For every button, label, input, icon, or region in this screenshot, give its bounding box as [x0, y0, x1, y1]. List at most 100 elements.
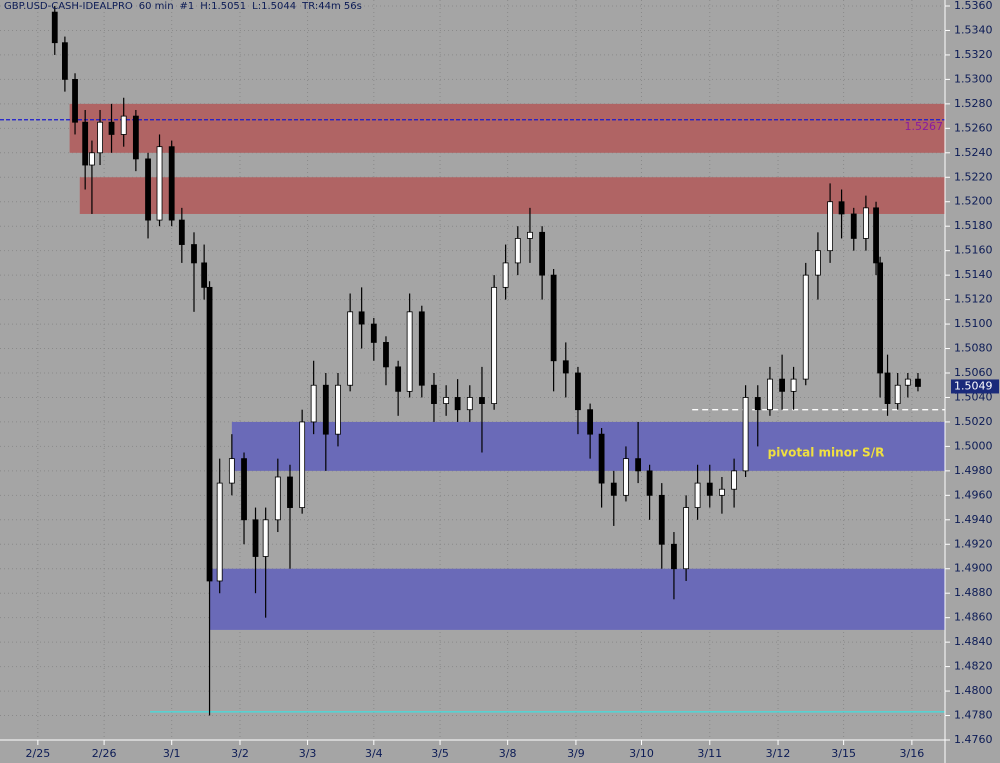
y-tick-label: 1.4820 [954, 660, 993, 673]
y-tick-label: 1.5120 [954, 293, 993, 306]
header: GBP.USD-CASH-IDEALPRO 60 min #1 H:1.5051 L:1… [4, 1, 362, 12]
candle-body [431, 384, 437, 404]
x-tick-label: 3/10 [629, 747, 654, 760]
y-tick-label: 1.4760 [954, 733, 993, 746]
candle-body [915, 378, 921, 387]
y-tick-label: 1.4920 [954, 537, 993, 550]
y-tick-label: 1.4860 [954, 611, 993, 624]
y-tick-label: 1.5140 [954, 268, 993, 281]
candle-body [262, 519, 269, 557]
x-tick-label: 3/9 [567, 747, 585, 760]
x-tick-label: 3/8 [499, 747, 517, 760]
y-tick-label: 1.5300 [954, 72, 993, 85]
candle-body [550, 274, 557, 362]
candle-body [904, 378, 911, 386]
interval: 60 min [139, 1, 174, 12]
x-tick-label: 3/4 [365, 747, 383, 760]
candle-body [694, 482, 701, 508]
candle-body [754, 397, 761, 411]
candle-body [731, 470, 737, 490]
y-tick-label: 1.4840 [954, 635, 993, 648]
candle-body [827, 201, 833, 252]
x-tick-label: 3/11 [697, 747, 722, 760]
candle-body [683, 507, 690, 570]
candle-body [894, 384, 901, 404]
candle-body [479, 397, 485, 404]
candle-body [97, 121, 103, 154]
y-tick-label: 1.5280 [954, 97, 993, 110]
candle-body [132, 115, 139, 160]
candle-body [322, 384, 329, 435]
x-tick-label: 3/12 [766, 747, 791, 760]
zone [69, 103, 946, 153]
x-tick-label: 2/26 [92, 747, 117, 760]
y-tick-label: 1.5340 [954, 23, 993, 36]
y-tick-label: 1.5100 [954, 317, 993, 330]
candle-body [790, 378, 797, 392]
y-tick-label: 1.5180 [954, 219, 993, 232]
candle-body [156, 146, 163, 221]
candle-body [61, 42, 68, 80]
candle-body [514, 238, 521, 264]
candle-body [72, 79, 78, 123]
candle-body [562, 360, 569, 374]
candle-body [145, 158, 151, 221]
candle-body [51, 11, 58, 44]
y-tick-label: 1.5060 [954, 366, 993, 379]
y-tick-label: 1.5020 [954, 415, 993, 428]
candle-body [838, 201, 845, 215]
x-tick-label: 3/16 [900, 747, 925, 760]
candle-body [502, 262, 509, 288]
symbol: GBP.USD-CASH-IDEALPRO [4, 1, 133, 12]
y-tick-label: 1.5080 [954, 342, 993, 355]
y-tick-label: 1.4880 [954, 586, 993, 599]
candle-body [575, 372, 581, 411]
x-tick-label: 3/5 [431, 747, 449, 760]
candle-body [671, 543, 677, 570]
candle-body [241, 458, 247, 521]
candle-body [491, 286, 498, 404]
candle-body [646, 470, 653, 496]
zone [209, 568, 945, 630]
candle-body [884, 372, 891, 404]
candle-body [623, 458, 629, 496]
candle-body [863, 207, 869, 239]
candle-body [108, 121, 115, 135]
y-tick-label: 1.5200 [954, 195, 993, 208]
time-remaining: TR:44m 56s [301, 1, 362, 12]
candle-body [335, 384, 341, 435]
y-tick-label: 1.4940 [954, 513, 993, 526]
y-tick-label: 1.5160 [954, 244, 993, 257]
candle-body [598, 433, 605, 484]
y-tick-label: 1.5260 [954, 121, 993, 134]
y-tick-label: 1.5360 [954, 0, 993, 12]
candle-body [168, 146, 175, 221]
y-tick-label: 1.5220 [954, 170, 993, 183]
candle-body [228, 458, 235, 484]
y-tick-label: 1.5320 [954, 48, 993, 61]
x-tick-label: 3/2 [231, 747, 249, 760]
candle-body [383, 342, 389, 368]
candle-body [719, 488, 725, 496]
candle-body [587, 409, 594, 435]
x-tick-label: 3/1 [163, 747, 181, 760]
candle-body [252, 519, 259, 557]
candle-body [610, 482, 617, 496]
last-price-label: 1.5049 [954, 379, 993, 392]
candle-body [635, 458, 642, 472]
y-tick-label: 1.5000 [954, 439, 993, 452]
candle-body [706, 482, 713, 496]
y-tick-label: 1.4780 [954, 709, 993, 722]
candle-body [201, 262, 208, 288]
y-tick-label: 1.4960 [954, 488, 993, 501]
candle-body [120, 115, 127, 135]
x-tick-label: 3/15 [831, 747, 856, 760]
candle-body [178, 219, 185, 245]
candle-body [206, 286, 213, 582]
y-tick-label: 1.4900 [954, 562, 993, 575]
candle-body [418, 311, 425, 386]
candle-body [274, 476, 281, 521]
candle-body [454, 397, 461, 411]
candle-body [395, 366, 402, 392]
